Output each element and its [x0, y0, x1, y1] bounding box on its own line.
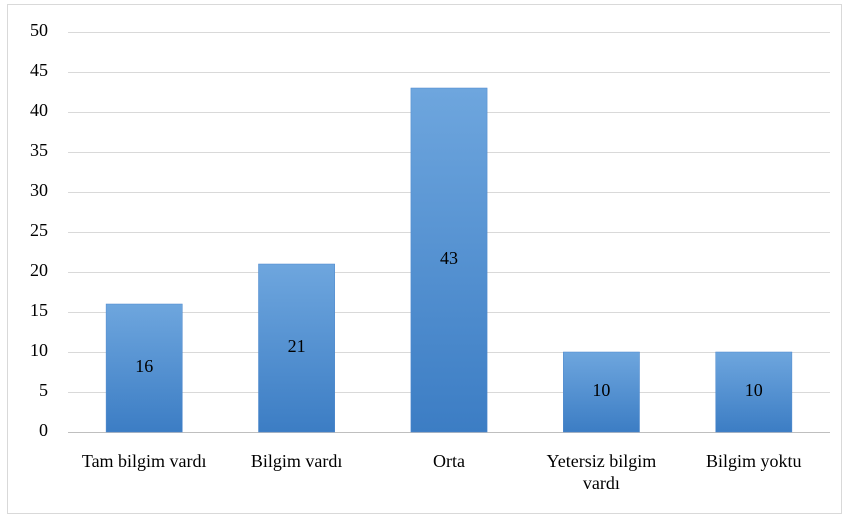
data-label: 16 — [135, 356, 153, 376]
y-tick-label: 15 — [30, 300, 48, 320]
x-tick-label: Orta — [433, 451, 465, 471]
data-label: 21 — [288, 336, 306, 356]
y-tick-label: 10 — [30, 340, 48, 360]
x-tick-label: Tam bilgim vardı — [81, 451, 207, 471]
bar — [715, 351, 793, 433]
data-label: 43 — [440, 248, 458, 268]
bar — [410, 87, 488, 433]
y-tick-label: 45 — [30, 60, 48, 80]
bar — [105, 303, 183, 433]
data-label: 10 — [745, 380, 763, 400]
y-tick-label: 35 — [30, 140, 48, 160]
y-tick-label: 5 — [39, 380, 48, 400]
x-tick-label: Bilgim vardı — [250, 451, 343, 471]
x-tick-label: Yetersiz bilgim vardı — [546, 451, 657, 493]
y-tick-label: 40 — [30, 100, 48, 120]
y-tick-label: 25 — [30, 220, 48, 240]
data-label: 10 — [592, 380, 610, 400]
bar — [258, 263, 335, 433]
y-tick-label: 50 — [30, 20, 48, 40]
y-tick-label: 0 — [39, 420, 48, 440]
x-tick-label: Bilgim yoktu — [706, 451, 802, 471]
bar — [563, 351, 640, 433]
y-tick-label: 20 — [30, 260, 48, 280]
y-tick-label: 30 — [30, 180, 48, 200]
